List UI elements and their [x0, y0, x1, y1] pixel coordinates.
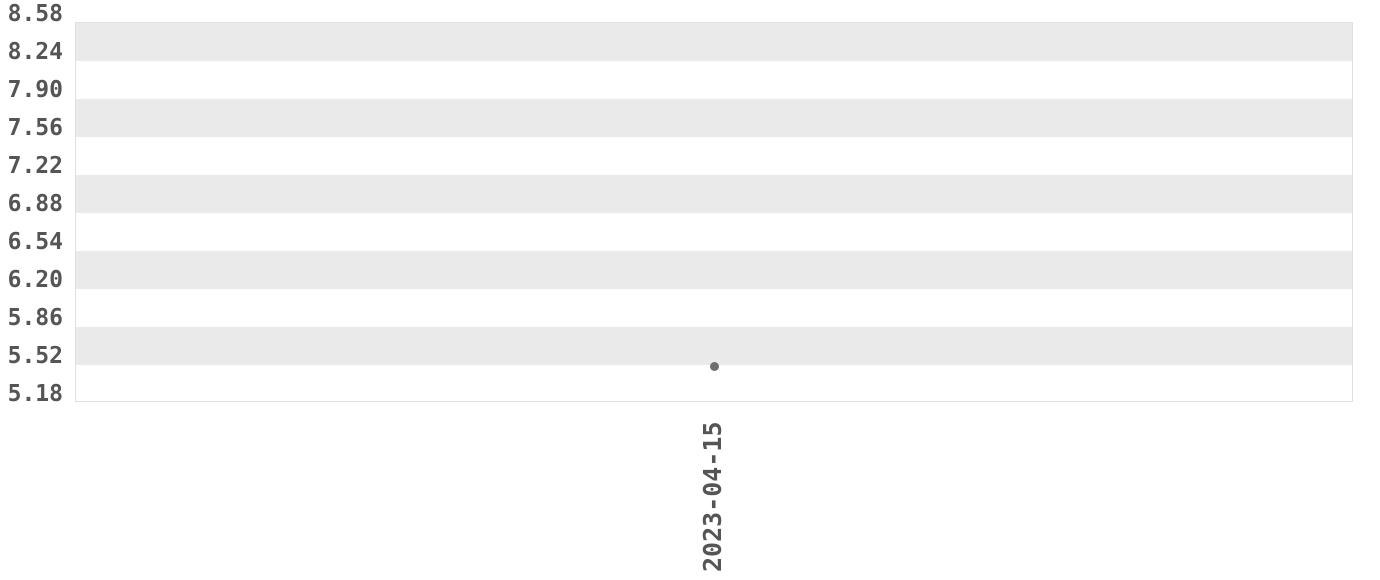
y-tick-label: 6.88 — [7, 191, 63, 217]
y-tick-label: 5.86 — [7, 305, 63, 331]
y-tick-label: 6.54 — [7, 229, 63, 255]
y-tick-label: 7.90 — [7, 77, 63, 103]
y-tick-label: 5.18 — [7, 381, 63, 407]
y-tick-label: 7.56 — [7, 115, 63, 141]
plot-area — [75, 22, 1353, 402]
y-tick-label: 6.20 — [7, 267, 63, 293]
y-tick-label: 5.52 — [7, 343, 63, 369]
y-tick-label: 8.58 — [7, 1, 63, 27]
y-tick-label: 7.22 — [7, 153, 63, 179]
x-tick-label: 2023-04-15 — [698, 421, 727, 572]
y-tick-label: 8.24 — [7, 39, 63, 65]
data-point[interactable] — [710, 362, 719, 371]
